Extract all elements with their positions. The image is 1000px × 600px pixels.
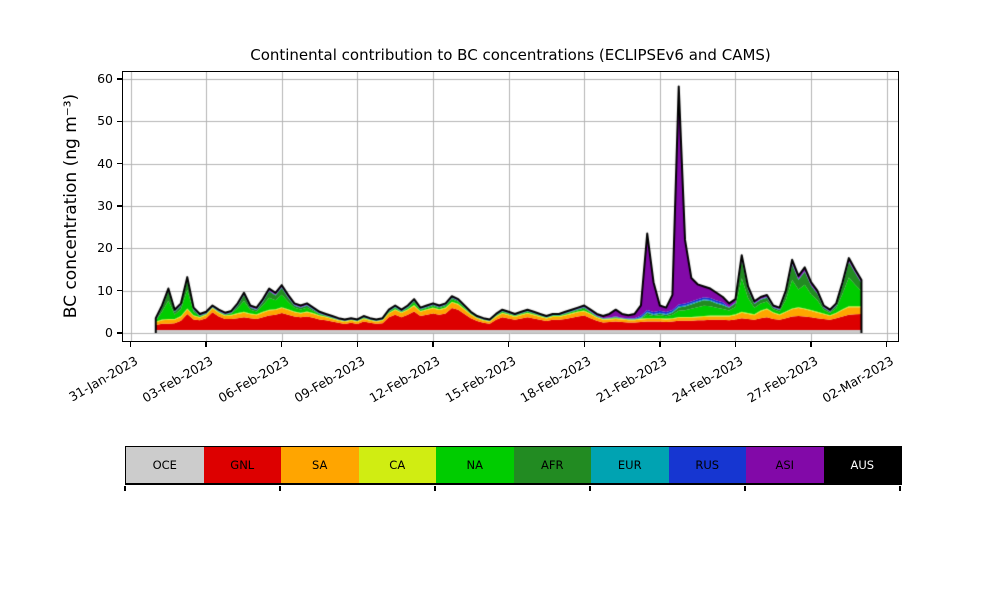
legend-swatch-aus: AUS xyxy=(823,447,901,483)
legend-label: SA xyxy=(312,458,328,472)
x-tick-mark xyxy=(356,342,359,347)
legend-tick-mark xyxy=(124,486,126,491)
y-tick-label: 20 xyxy=(97,240,113,256)
y-tick-mark xyxy=(116,163,123,165)
y-tick-mark xyxy=(116,78,123,80)
legend-bar: OCE GNL SA CA NA AFR EUR RUS ASI AUS xyxy=(125,446,902,485)
legend-label: EUR xyxy=(617,458,642,472)
y-tick-mark xyxy=(116,120,123,123)
legend-swatch-eur: EUR xyxy=(591,447,669,483)
y-tick-label: 0 xyxy=(105,324,113,340)
x-tick-mark xyxy=(507,342,510,347)
legend-tick-mark xyxy=(899,486,901,491)
x-tick-mark xyxy=(281,342,283,347)
legend-swatch-afr: AFR xyxy=(513,447,591,483)
legend-label: GNL xyxy=(230,458,255,472)
y-tick-label: 40 xyxy=(97,155,113,171)
legend-label: OCE xyxy=(152,458,177,472)
x-tick-mark xyxy=(659,342,661,347)
x-tick-mark xyxy=(205,342,207,347)
y-tick-label: 30 xyxy=(97,198,113,214)
y-tick-mark xyxy=(116,289,123,292)
legend-swatch-ca: CA xyxy=(358,447,436,483)
y-tick-label: 60 xyxy=(97,71,113,87)
legend-label: AFR xyxy=(541,458,564,472)
y-tick-mark xyxy=(116,247,123,250)
x-tick-mark xyxy=(734,342,737,347)
y-tick-mark xyxy=(116,332,123,334)
chart-title: Continental contribution to BC concentra… xyxy=(250,46,771,64)
legend-swatch-sa: SA xyxy=(281,447,359,483)
x-tick-mark xyxy=(583,342,585,347)
legend-tick-mark xyxy=(434,486,436,491)
x-tick-mark xyxy=(432,342,434,347)
legend-swatch-na: NA xyxy=(436,447,514,483)
y-tick-label: 50 xyxy=(97,113,113,129)
y-tick-mark xyxy=(116,205,123,207)
x-tick-mark xyxy=(129,342,132,347)
legend-label: RUS xyxy=(695,458,720,472)
legend-tick-mark xyxy=(279,486,281,491)
legend-swatch-oce: OCE xyxy=(126,447,204,483)
x-tick-mark xyxy=(810,342,812,347)
legend-label: CA xyxy=(389,458,406,472)
legend-label: AUS xyxy=(850,458,875,472)
legend-tick-mark xyxy=(744,486,746,491)
legend-swatch-rus: RUS xyxy=(668,447,746,483)
legend-swatch-gnl: GNL xyxy=(203,447,281,483)
legend-tick-mark xyxy=(589,486,591,491)
legend-label: NA xyxy=(466,458,483,472)
x-tick-label: 02-Mar-2023 xyxy=(819,353,897,406)
stacked-area-plot xyxy=(122,71,898,341)
plot-frame xyxy=(121,70,899,342)
x-tick-mark xyxy=(885,342,888,347)
y-tick-label: 10 xyxy=(97,282,113,298)
legend-swatch-asi: ASI xyxy=(746,447,824,483)
legend-label: ASI xyxy=(775,458,795,472)
